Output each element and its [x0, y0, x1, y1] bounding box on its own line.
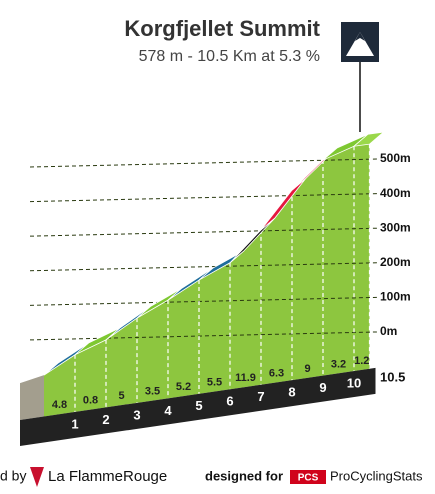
gradient-segment [352, 131, 385, 147]
y-tick-label: 300m [380, 220, 411, 234]
grid-line [29, 227, 378, 237]
footer-site: ProCyclingStats [330, 468, 423, 483]
gradient-label: 3.5 [145, 385, 160, 397]
grid-line [29, 262, 378, 272]
gradient-label: 6.3 [269, 367, 284, 379]
grid-line [29, 193, 378, 203]
x-tick-label: 4 [164, 403, 172, 418]
x-tick-label: 5 [195, 398, 202, 413]
side-face [20, 375, 44, 420]
gradient-label: 1.2 [354, 355, 369, 367]
x-tick-label: 8 [288, 385, 295, 400]
footer-designed: designed for [205, 468, 283, 483]
x-tick-label: 6 [226, 394, 233, 409]
gradient-label: 11.9 [235, 372, 256, 384]
mountain-icon [346, 32, 374, 56]
x-tick-label: 9 [319, 380, 326, 395]
x-tick-label: 3 [133, 407, 140, 422]
grid-line [29, 158, 378, 168]
footer-credit: d by [0, 468, 26, 484]
y-tick-label: 200m [380, 255, 411, 269]
footer-brand: La FlammeRouge [48, 468, 167, 485]
gradient-label: 3.2 [331, 358, 346, 370]
grid-line [29, 331, 378, 341]
pcs-badge [290, 470, 326, 484]
grid-line [29, 296, 378, 306]
y-tick-label: 100m [380, 290, 411, 304]
gradient-label: 4.8 [52, 399, 67, 411]
brand-logo [30, 467, 44, 487]
x-tick-label: 10 [347, 376, 361, 391]
front-face [44, 144, 370, 417]
mountain-snow [355, 32, 365, 41]
gradient-label: 0.8 [83, 395, 98, 407]
gradient-label: 5 [118, 390, 124, 402]
pcs-badge-text: PCS [298, 473, 319, 484]
y-tick-label: 500m [380, 151, 411, 165]
y-tick-label: 0m [380, 324, 397, 338]
gradient-label: 5.5 [207, 376, 222, 388]
total-distance: 10.5 [380, 369, 405, 384]
gradient-label: 5.2 [176, 381, 191, 393]
x-tick-label: 1 [71, 416, 78, 431]
chart-subtitle: 578 m - 10.5 Km at 5.3 % [139, 48, 320, 65]
distance-band [20, 367, 376, 446]
x-tick-label: 7 [257, 389, 264, 404]
gradient-label: 9 [304, 363, 310, 375]
x-tick-label: 2 [102, 412, 109, 427]
y-tick-label: 400m [380, 186, 411, 200]
chart-title: Korgfjellet Summit [124, 16, 320, 41]
